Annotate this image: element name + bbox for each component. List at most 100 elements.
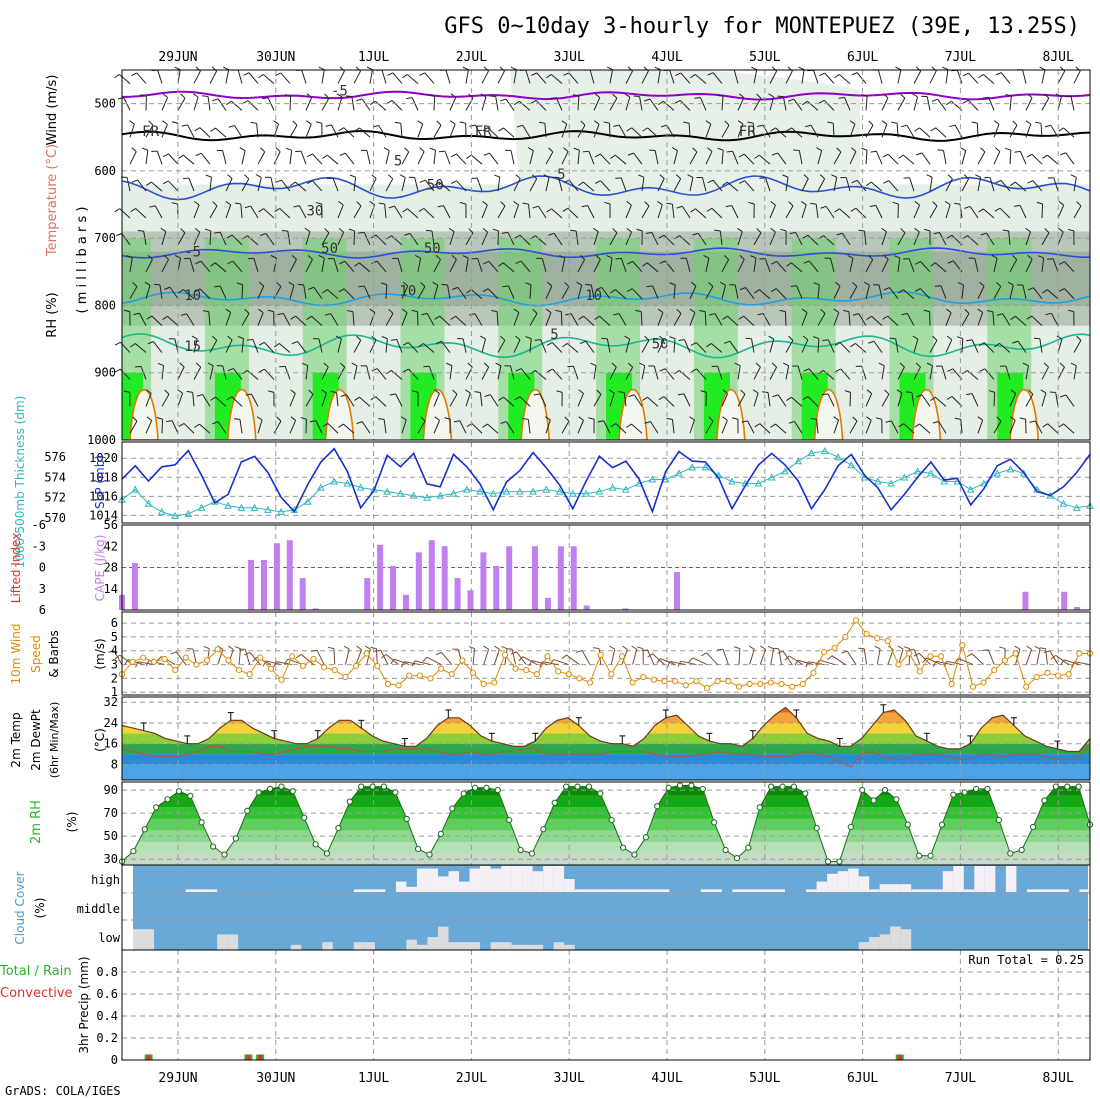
date-label-top: 8JUL bbox=[1043, 50, 1074, 65]
wind-barb-flag bbox=[480, 335, 486, 340]
wind-barb bbox=[1019, 151, 1027, 165]
wind-barb bbox=[1000, 72, 1011, 84]
wind-barb-flag bbox=[788, 420, 795, 424]
wind-barb-flag bbox=[805, 124, 812, 128]
cloud-high-bar bbox=[427, 868, 438, 892]
wind-barb bbox=[683, 393, 691, 407]
wind-barb bbox=[937, 98, 947, 111]
wind-barb-flag bbox=[514, 234, 521, 239]
wind-barb bbox=[1015, 315, 1027, 327]
rh-line-point bbox=[859, 786, 866, 794]
wind-barb-flag bbox=[975, 174, 981, 178]
wind-barb-flag bbox=[450, 153, 457, 158]
wind-barb bbox=[161, 231, 167, 246]
wind-barb bbox=[169, 286, 179, 300]
wind-barb-flag bbox=[564, 281, 570, 287]
wind-barb-flag bbox=[153, 283, 160, 286]
wind-barb-flag bbox=[394, 121, 401, 124]
wind-barb bbox=[1022, 69, 1027, 84]
cloud-high-bar bbox=[185, 889, 197, 892]
wind-barb bbox=[777, 394, 787, 407]
wind-barb-flag bbox=[306, 120, 312, 125]
temp-band bbox=[122, 743, 1090, 755]
cape-tick-label: 14 bbox=[104, 582, 118, 596]
wind-barb-flag bbox=[722, 389, 728, 394]
wind-barb-flag bbox=[322, 154, 328, 159]
wind-speed-line-point bbox=[352, 662, 360, 670]
wind-barb-flag bbox=[709, 313, 716, 316]
wind-barb-flag bbox=[947, 260, 954, 264]
wind-barb-flag bbox=[757, 124, 764, 128]
wind-barb-flag bbox=[738, 93, 745, 99]
wind-barb-flag bbox=[690, 208, 696, 213]
wind-speed-line-point bbox=[820, 649, 828, 656]
wind-barb bbox=[830, 258, 835, 272]
wind-barb-flag bbox=[446, 362, 453, 367]
wind-barb bbox=[481, 338, 486, 353]
cloud-low-bar bbox=[501, 942, 512, 950]
wind-barb bbox=[601, 287, 611, 300]
thickness-line-point bbox=[1072, 503, 1081, 511]
wind-barb-flag bbox=[146, 389, 152, 394]
cape-bar bbox=[377, 544, 384, 610]
wind-speed-line-point bbox=[650, 676, 657, 683]
wind-barb bbox=[375, 234, 387, 246]
wind-barb bbox=[416, 311, 419, 326]
wind-barb bbox=[289, 285, 295, 299]
cape-bar bbox=[286, 540, 293, 610]
wind-barb-flag bbox=[644, 335, 650, 341]
wind-barb bbox=[954, 124, 963, 138]
wind-barb-flag bbox=[482, 201, 488, 206]
wind-barb-flag bbox=[322, 423, 329, 427]
wind-barb bbox=[222, 150, 227, 165]
wind-speed-line-point bbox=[842, 633, 849, 641]
wind-barb bbox=[487, 127, 499, 138]
wind-barb bbox=[913, 366, 921, 380]
cape-bar bbox=[622, 608, 629, 610]
wind-barb bbox=[727, 315, 739, 327]
wind-barb bbox=[801, 178, 809, 192]
wind-barb bbox=[960, 419, 963, 434]
wind-barb-flag bbox=[578, 315, 584, 320]
wind-barb bbox=[199, 288, 211, 300]
wind-barb bbox=[609, 392, 615, 407]
wind-barb bbox=[721, 150, 724, 165]
wind10-barb-flag bbox=[966, 653, 973, 658]
thickness-line-point bbox=[131, 485, 140, 493]
wind-speed-line-point bbox=[852, 617, 860, 624]
wind10-barb-flag bbox=[203, 645, 210, 650]
wind-speed-line-point bbox=[746, 680, 753, 688]
wind-barb bbox=[193, 70, 201, 84]
wind-barb-flag bbox=[926, 362, 933, 367]
wind-barb bbox=[225, 69, 230, 84]
wind-barb bbox=[977, 285, 985, 299]
wind-barb bbox=[1053, 177, 1059, 192]
thickness-line-point bbox=[1059, 499, 1068, 507]
wind10-barb bbox=[175, 651, 187, 665]
wind-barb bbox=[423, 343, 435, 353]
temp-contour-minus5 bbox=[122, 90, 1090, 101]
wind-barb-flag bbox=[882, 315, 889, 320]
wind-barb-flag bbox=[579, 340, 586, 344]
wind-speed-line-point bbox=[544, 653, 551, 660]
wind-barb bbox=[817, 338, 820, 353]
wind10-barb bbox=[404, 661, 420, 666]
wind-barb-flag bbox=[258, 368, 265, 373]
wind-barb-flag bbox=[452, 286, 458, 290]
cloud-high-bar bbox=[879, 884, 891, 892]
wind-barb-flag bbox=[770, 423, 776, 428]
wind-barb-flag bbox=[786, 262, 792, 267]
wind-barb-flag bbox=[966, 393, 973, 396]
wind-barb-flag bbox=[726, 150, 733, 153]
wind-barb bbox=[278, 343, 291, 353]
wind-barb bbox=[544, 123, 547, 138]
wind-barb bbox=[817, 284, 820, 299]
wind-barb bbox=[332, 177, 339, 192]
wind-barb bbox=[769, 366, 778, 380]
wind-barb-flag bbox=[546, 281, 553, 287]
wind-barb-flag bbox=[179, 362, 185, 368]
wind-barb bbox=[256, 123, 259, 138]
wind-barb-flag bbox=[996, 281, 1002, 287]
wind-speed-line-point bbox=[491, 679, 498, 686]
wind-barb-flag bbox=[402, 74, 408, 79]
